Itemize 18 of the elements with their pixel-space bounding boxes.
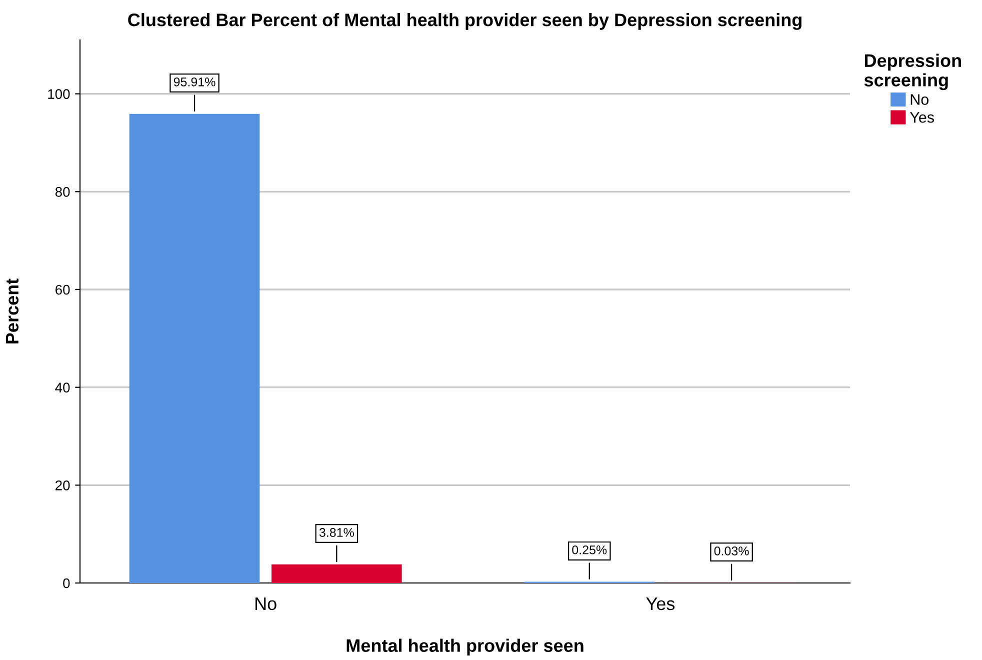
legend-label: Yes bbox=[910, 112, 934, 123]
y-tick-label: 40 bbox=[55, 382, 70, 392]
legend-label: No bbox=[910, 94, 929, 105]
data-label: 0.25% bbox=[572, 545, 607, 554]
chart-title: Clustered Bar Percent of Mental health provider seen by Depression screening bbox=[128, 13, 802, 30]
y-tick-label: 20 bbox=[56, 480, 70, 490]
bar bbox=[272, 564, 402, 583]
y-tick-label: 0 bbox=[63, 578, 70, 588]
x-axis-title: Mental health provider seen bbox=[346, 638, 584, 656]
data-label: 3.81% bbox=[319, 528, 354, 537]
bar bbox=[129, 114, 260, 583]
data-label: 0.03% bbox=[714, 546, 749, 556]
y-tick-label: 100 bbox=[48, 89, 70, 99]
y-axis-title: Percent bbox=[6, 278, 19, 344]
legend-title: Depression screening bbox=[864, 54, 961, 90]
y-tick-label: 60 bbox=[56, 284, 70, 295]
y-tick-label: 80 bbox=[55, 186, 70, 197]
data-label: 95.91% bbox=[174, 77, 216, 86]
